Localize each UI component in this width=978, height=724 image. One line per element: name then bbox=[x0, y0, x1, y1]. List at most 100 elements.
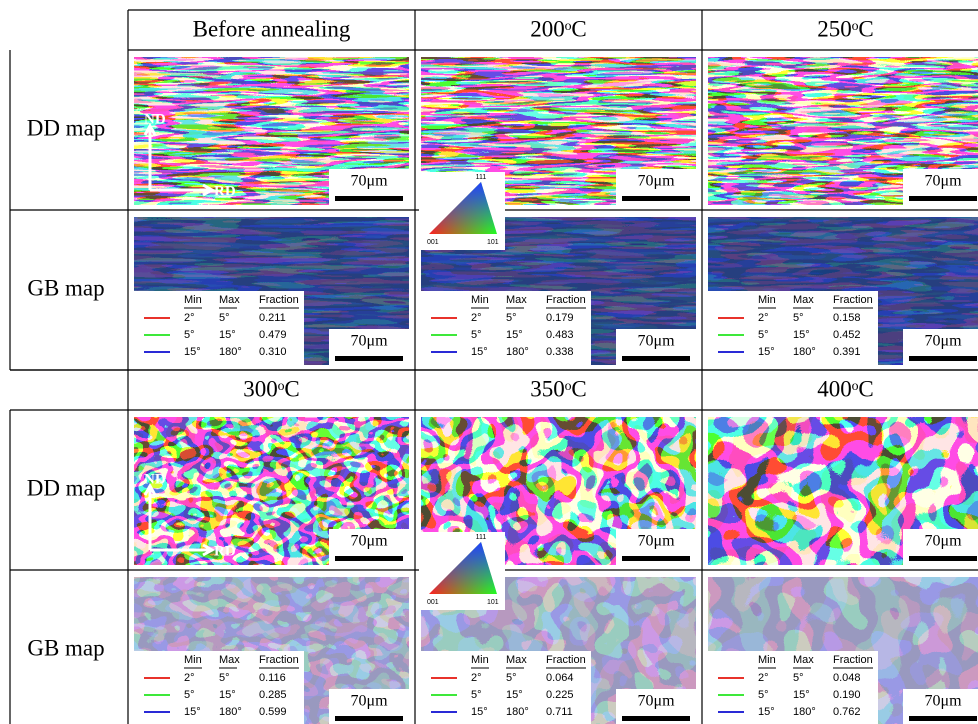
scale-bar bbox=[335, 556, 403, 561]
legend-fraction: 0.048 bbox=[833, 672, 861, 684]
legend-header: Min bbox=[471, 294, 489, 306]
direction-label: RD bbox=[214, 543, 236, 559]
legend-min: 5° bbox=[471, 689, 482, 701]
legend-fraction: 0.211 bbox=[259, 312, 286, 324]
legend-fraction: 0.116 bbox=[259, 672, 286, 684]
legend-max: 5° bbox=[793, 312, 804, 324]
column-header: 200ᵒC bbox=[530, 16, 586, 41]
scale-bar-label: 70μm bbox=[637, 533, 675, 550]
scale-bar-label: 70μm bbox=[924, 693, 962, 710]
legend-min: 2° bbox=[184, 312, 195, 324]
legend-fraction: 0.179 bbox=[546, 312, 574, 324]
legend-max: 180° bbox=[793, 346, 816, 358]
column-header: 350ᵒC bbox=[530, 376, 586, 401]
legend-header: Max bbox=[219, 294, 240, 306]
legend-fraction: 0.225 bbox=[546, 689, 574, 701]
legend-fraction: 0.391 bbox=[833, 346, 861, 358]
legend-max: 15° bbox=[506, 329, 523, 341]
legend-min: 15° bbox=[471, 346, 488, 358]
legend-header: Max bbox=[793, 294, 814, 306]
scale-bar bbox=[335, 196, 403, 201]
legend-header: Max bbox=[793, 654, 814, 666]
figure-block: DD map GB map Before annealing 70μm 70μm Min M… bbox=[9, 9, 978, 371]
legend-min: 2° bbox=[758, 672, 769, 684]
scale-bar bbox=[909, 556, 977, 561]
legend-max: 180° bbox=[506, 346, 529, 358]
scale-bar-label: 70μm bbox=[924, 333, 962, 350]
scale-bar bbox=[909, 356, 977, 361]
legend-header: Fraction bbox=[259, 294, 299, 306]
ipf-label: 111 bbox=[476, 534, 487, 541]
direction-arrow bbox=[143, 122, 216, 197]
legend-min: 2° bbox=[471, 312, 482, 324]
legend-header: Fraction bbox=[833, 654, 873, 666]
legend-max: 180° bbox=[793, 706, 816, 718]
legend-header: Min bbox=[758, 294, 776, 306]
column-header: Before annealing bbox=[193, 16, 351, 41]
scale-bar bbox=[335, 716, 403, 721]
legend-max: 15° bbox=[219, 689, 236, 701]
legend-fraction: 0.310 bbox=[259, 346, 287, 358]
scale-bar-label: 70μm bbox=[637, 173, 675, 190]
legend-header: Fraction bbox=[833, 294, 873, 306]
legend-fraction: 0.158 bbox=[833, 312, 861, 324]
figure-block: DD map GB map 300ᵒC 70μm 70μm Min Max Fraction 2… bbox=[9, 369, 978, 724]
scale-bar bbox=[909, 196, 977, 201]
legend-max: 15° bbox=[219, 329, 236, 341]
row-label: DD map bbox=[27, 115, 106, 140]
scale-bar-label: 70μm bbox=[350, 533, 388, 550]
legend-fraction: 0.483 bbox=[546, 329, 574, 341]
legend-max: 15° bbox=[793, 689, 810, 701]
legend-min: 5° bbox=[471, 329, 482, 341]
legend-fraction: 0.599 bbox=[259, 706, 287, 718]
ipf-label: 001 bbox=[427, 599, 439, 606]
scale-bar-label: 70μm bbox=[350, 333, 388, 350]
scale-bar-label: 70μm bbox=[637, 693, 675, 710]
legend-min: 15° bbox=[758, 346, 775, 358]
row-label: DD map bbox=[27, 475, 106, 500]
ipf-triangle-overlay bbox=[429, 542, 497, 594]
legend-min: 2° bbox=[184, 672, 195, 684]
legend-max: 180° bbox=[506, 706, 529, 718]
legend-max: 5° bbox=[219, 672, 230, 684]
scale-bar-label: 70μm bbox=[924, 173, 962, 190]
legend-min: 5° bbox=[758, 329, 769, 341]
scale-bar bbox=[622, 716, 690, 721]
legend-max: 5° bbox=[506, 672, 517, 684]
legend-fraction: 0.762 bbox=[833, 706, 861, 718]
legend-fraction: 0.711 bbox=[546, 706, 573, 718]
legend-max: 5° bbox=[219, 312, 230, 324]
scale-bar-label: 70μm bbox=[637, 333, 675, 350]
scale-bar bbox=[622, 196, 690, 201]
ipf-label: 101 bbox=[487, 239, 499, 246]
legend-max: 15° bbox=[506, 689, 523, 701]
legend-min: 15° bbox=[184, 706, 201, 718]
scale-bar bbox=[909, 716, 977, 721]
legend-header: Max bbox=[219, 654, 240, 666]
legend-header: Min bbox=[184, 654, 202, 666]
legend-header: Min bbox=[184, 294, 202, 306]
legend-max: 5° bbox=[506, 312, 517, 324]
direction-label: ND bbox=[144, 111, 166, 127]
column-header: 250ᵒC bbox=[817, 16, 873, 41]
column-header: 400ᵒC bbox=[817, 376, 873, 401]
row-label: GB map bbox=[27, 275, 104, 300]
legend-header: Max bbox=[506, 654, 527, 666]
ipf-triangle-overlay bbox=[429, 182, 497, 234]
legend-min: 2° bbox=[471, 672, 482, 684]
legend-min: 15° bbox=[758, 706, 775, 718]
legend-header: Max bbox=[506, 294, 527, 306]
ipf-label: 101 bbox=[487, 599, 499, 606]
legend-header: Fraction bbox=[259, 654, 299, 666]
legend-max: 15° bbox=[793, 329, 810, 341]
legend-min: 5° bbox=[184, 689, 195, 701]
ipf-label: 111 bbox=[476, 174, 487, 181]
scale-bar bbox=[622, 356, 690, 361]
row-label: GB map bbox=[27, 635, 104, 660]
legend-fraction: 0.479 bbox=[259, 329, 287, 341]
direction-arrow bbox=[143, 482, 216, 557]
scale-bar bbox=[622, 556, 690, 561]
legend-header: Fraction bbox=[546, 654, 586, 666]
scale-bar-label: 70μm bbox=[350, 693, 388, 710]
